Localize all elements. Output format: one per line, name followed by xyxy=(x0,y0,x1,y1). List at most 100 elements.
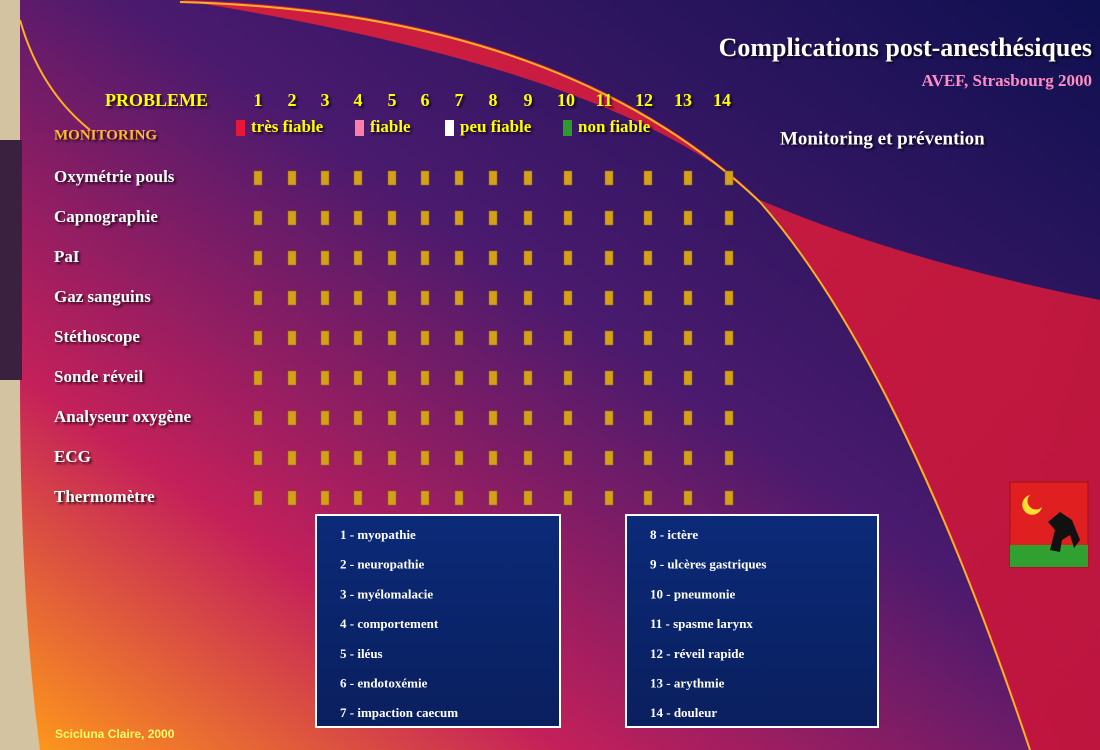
cell-marker xyxy=(287,170,297,186)
cell-marker xyxy=(488,210,498,226)
key-box xyxy=(315,514,561,728)
legend-label: très fiable xyxy=(251,117,324,136)
cell-marker xyxy=(353,290,363,306)
problem-number: 1 xyxy=(254,90,263,110)
cell-marker xyxy=(454,290,464,306)
cell-marker xyxy=(563,410,573,426)
cell-marker xyxy=(683,410,693,426)
side-panel xyxy=(0,140,22,380)
cell-marker xyxy=(604,490,614,506)
problem-number: 11 xyxy=(595,90,612,110)
cell-marker xyxy=(683,490,693,506)
cell-marker xyxy=(253,290,263,306)
cell-marker xyxy=(563,490,573,506)
row-label: ECG xyxy=(54,447,91,466)
cell-marker xyxy=(488,370,498,386)
cell-marker xyxy=(604,410,614,426)
key-item: 2 - neuropathie xyxy=(340,557,424,572)
cell-marker xyxy=(604,210,614,226)
legend-swatch xyxy=(236,120,245,136)
cell-marker xyxy=(563,450,573,466)
row-label: Thermomètre xyxy=(54,487,155,506)
problem-number: 6 xyxy=(421,90,430,110)
cell-marker xyxy=(643,490,653,506)
cell-marker xyxy=(454,170,464,186)
cell-marker xyxy=(387,170,397,186)
cell-marker xyxy=(454,410,464,426)
key-item: 14 - douleur xyxy=(650,705,717,720)
legend-swatch xyxy=(355,120,364,136)
cell-marker xyxy=(454,330,464,346)
cell-marker xyxy=(353,490,363,506)
key-item: 9 - ulcères gastriques xyxy=(650,557,766,572)
problem-number: 8 xyxy=(489,90,498,110)
cell-marker xyxy=(488,450,498,466)
cell-marker xyxy=(253,170,263,186)
cell-marker xyxy=(420,250,430,266)
cell-marker xyxy=(523,210,533,226)
key-item: 1 - myopathie xyxy=(340,527,416,542)
key-item: 6 - endotoxémie xyxy=(340,675,428,690)
section-title: Monitoring et prévention xyxy=(780,128,985,149)
swoosh xyxy=(180,0,1100,750)
cell-marker xyxy=(320,490,330,506)
cell-marker xyxy=(643,450,653,466)
cell-marker xyxy=(643,210,653,226)
cell-marker xyxy=(253,410,263,426)
cell-marker xyxy=(643,170,653,186)
problem-number: 3 xyxy=(321,90,330,110)
cell-marker xyxy=(604,450,614,466)
cell-marker xyxy=(320,250,330,266)
key-item: 5 - iléus xyxy=(340,646,383,661)
cell-marker xyxy=(683,290,693,306)
cell-marker xyxy=(683,370,693,386)
cell-marker xyxy=(454,370,464,386)
problem-number: 12 xyxy=(635,90,653,110)
cell-marker xyxy=(563,290,573,306)
problem-number: 10 xyxy=(557,90,575,110)
cell-marker xyxy=(253,330,263,346)
corner-edge xyxy=(19,19,91,131)
cell-marker xyxy=(320,410,330,426)
cell-marker xyxy=(387,330,397,346)
cell-marker xyxy=(353,250,363,266)
title: Complications post-anesthésiques xyxy=(719,33,1092,62)
cell-marker xyxy=(523,330,533,346)
cell-marker xyxy=(320,290,330,306)
cell-marker xyxy=(724,170,734,186)
cell-marker xyxy=(523,450,533,466)
cell-marker xyxy=(253,490,263,506)
cell-marker xyxy=(287,450,297,466)
cell-marker xyxy=(387,450,397,466)
row-label: PaI xyxy=(54,247,80,266)
cell-marker xyxy=(724,210,734,226)
cell-marker xyxy=(287,250,297,266)
legend-label: fiable xyxy=(370,117,411,136)
cell-marker xyxy=(387,370,397,386)
cell-marker xyxy=(563,370,573,386)
cell-marker xyxy=(320,330,330,346)
cell-marker xyxy=(320,450,330,466)
row-label: Analyseur oxygène xyxy=(54,407,192,426)
cell-marker xyxy=(253,450,263,466)
cell-marker xyxy=(420,370,430,386)
cell-marker xyxy=(488,170,498,186)
cell-marker xyxy=(724,250,734,266)
row-label: Sonde réveil xyxy=(54,367,144,386)
cell-marker xyxy=(454,450,464,466)
cell-marker xyxy=(353,210,363,226)
cell-marker xyxy=(420,210,430,226)
cell-marker xyxy=(523,250,533,266)
cell-marker xyxy=(724,370,734,386)
cell-marker xyxy=(523,370,533,386)
cell-marker xyxy=(643,250,653,266)
logo xyxy=(1009,481,1089,568)
problem-number: 4 xyxy=(354,90,363,110)
cell-marker xyxy=(724,330,734,346)
legend-swatch xyxy=(445,120,454,136)
cell-marker xyxy=(420,290,430,306)
cell-marker xyxy=(353,170,363,186)
key-item: 7 - impaction caecum xyxy=(340,705,458,720)
cell-marker xyxy=(683,330,693,346)
